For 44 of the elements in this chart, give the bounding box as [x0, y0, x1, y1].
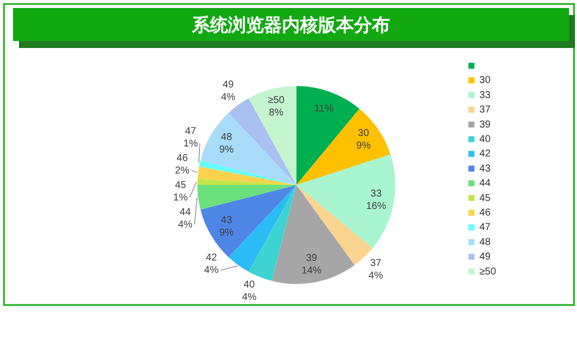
data-label: 4% — [204, 265, 219, 276]
slice-label: 37 — [370, 258, 382, 270]
legend-label: 33 — [479, 90, 491, 101]
legend-label: 46 — [479, 207, 491, 218]
data-label: 4% — [368, 270, 384, 282]
slice-label: 46 — [176, 152, 188, 164]
legend-label: 45 — [479, 192, 491, 204]
legend-label: 42 — [479, 148, 491, 160]
data-label: 1% — [173, 192, 188, 204]
data-label: 14% — [302, 266, 322, 277]
legend-label: 43 — [479, 163, 491, 174]
legend-label: ≥50 — [479, 266, 496, 278]
slice-label: 47 — [185, 126, 197, 137]
legend-label: 48 — [479, 236, 491, 248]
data-label: 11% — [314, 103, 334, 114]
data-label: 9% — [219, 144, 234, 156]
legend-label: 44 — [479, 178, 491, 190]
data-label: 16% — [366, 201, 386, 212]
legend-label: 37 — [479, 104, 491, 116]
data-label: 9% — [356, 140, 371, 152]
slice-label: 49 — [222, 80, 234, 91]
slice-label: 45 — [174, 180, 187, 191]
legend-label: 40 — [479, 134, 491, 145]
slice-label: 30 — [358, 128, 370, 139]
legend-label: 30 — [479, 75, 491, 86]
slice-label: 43 — [220, 214, 232, 226]
legend-label: 49 — [479, 252, 491, 263]
slice-label: 40 — [244, 280, 256, 290]
legend-label: 47 — [479, 222, 491, 234]
data-label: 2% — [174, 165, 190, 176]
slice-label: 42 — [206, 252, 218, 264]
data-label: 1% — [183, 138, 198, 150]
slice-label: 39 — [306, 253, 318, 264]
slice-label: 33 — [370, 188, 382, 200]
legend-label: 39 — [479, 119, 491, 130]
data-label: 4% — [178, 219, 193, 230]
slice-label: 44 — [180, 206, 192, 218]
slice-label: 48 — [220, 132, 232, 144]
data-label: 4% — [242, 292, 257, 303]
data-label: 9% — [219, 227, 234, 238]
data-label: 8% — [268, 107, 284, 118]
slice-label: ≥50 — [268, 94, 285, 106]
chart-title: 系统浏览器内核版本分布 — [192, 14, 390, 34]
data-label: 4% — [220, 92, 236, 104]
